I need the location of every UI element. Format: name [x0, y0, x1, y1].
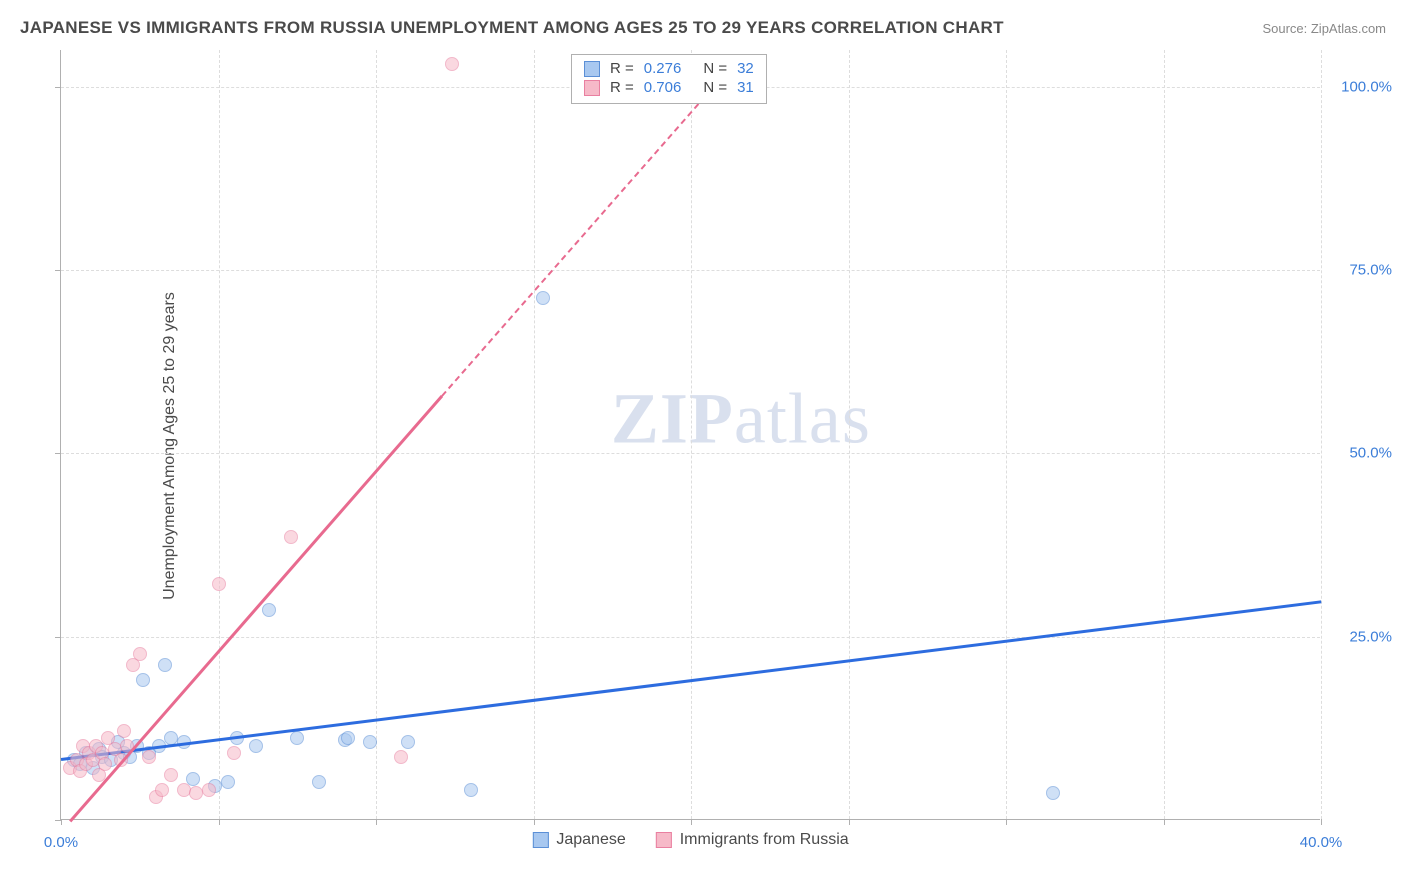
scatter-point [464, 783, 478, 797]
legend-swatch [584, 80, 600, 96]
scatter-point [158, 658, 172, 672]
scatter-point [394, 750, 408, 764]
scatter-point [155, 783, 169, 797]
legend-series-item: Immigrants from Russia [656, 831, 849, 849]
scatter-point [1046, 786, 1060, 800]
chart-source: Source: ZipAtlas.com [1262, 21, 1386, 36]
gridline-v [1321, 50, 1322, 819]
gridline-v [219, 50, 220, 819]
legend-row: R = 0.276 N = 32 [584, 59, 754, 78]
y-tick [55, 87, 61, 88]
scatter-point [249, 739, 263, 753]
legend-swatch [532, 832, 548, 848]
scatter-point [284, 530, 298, 544]
scatter-point [227, 746, 241, 760]
legend-n-label: N = [703, 60, 727, 77]
y-tick [55, 637, 61, 638]
scatter-point [401, 735, 415, 749]
scatter-point [98, 757, 112, 771]
x-tick [376, 819, 377, 825]
x-tick [1006, 819, 1007, 825]
x-tick [1321, 819, 1322, 825]
y-tick-label: 25.0% [1332, 628, 1392, 645]
legend-r-value: 0.276 [644, 60, 682, 77]
legend-r-label: R = [610, 60, 634, 77]
legend-n-value: 31 [737, 79, 754, 96]
scatter-point [536, 291, 550, 305]
legend-swatch [584, 61, 600, 77]
legend-row: R = 0.706 N = 31 [584, 78, 754, 97]
watermark-zip: ZIP [611, 379, 734, 459]
scatter-point [363, 735, 377, 749]
legend-n-value: 32 [737, 60, 754, 77]
scatter-point [136, 673, 150, 687]
legend-n-label: N = [703, 79, 727, 96]
x-tick-label: 0.0% [44, 834, 78, 851]
y-tick-label: 100.0% [1332, 78, 1392, 95]
scatter-point [290, 731, 304, 745]
gridline-v [1164, 50, 1165, 819]
legend-r-label: R = [610, 79, 634, 96]
legend-series-item: Japanese [532, 831, 625, 849]
watermark: ZIPatlas [611, 378, 871, 461]
scatter-point [202, 783, 216, 797]
scatter-point [212, 577, 226, 591]
x-tick [61, 819, 62, 825]
y-tick-label: 50.0% [1332, 445, 1392, 462]
gridline-v [534, 50, 535, 819]
legend-r-value: 0.706 [644, 79, 682, 96]
y-tick [55, 270, 61, 271]
x-tick [691, 819, 692, 825]
chart-title: JAPANESE VS IMMIGRANTS FROM RUSSIA UNEMP… [20, 18, 1004, 38]
gridline-v [849, 50, 850, 819]
x-tick [534, 819, 535, 825]
scatter-point [117, 724, 131, 738]
trend-line [441, 65, 732, 396]
chart-header: JAPANESE VS IMMIGRANTS FROM RUSSIA UNEMP… [20, 18, 1386, 38]
legend-series-label: Immigrants from Russia [680, 831, 849, 849]
y-tick-label: 75.0% [1332, 262, 1392, 279]
gridline-v [376, 50, 377, 819]
scatter-point [341, 731, 355, 745]
scatter-point [221, 775, 235, 789]
scatter-point [445, 57, 459, 71]
gridline-v [1006, 50, 1007, 819]
scatter-point [164, 768, 178, 782]
trend-line [69, 395, 443, 822]
x-tick-label: 40.0% [1300, 834, 1343, 851]
gridline-v [691, 50, 692, 819]
y-tick [55, 453, 61, 454]
x-tick [1164, 819, 1165, 825]
scatter-point [142, 750, 156, 764]
legend-series-label: Japanese [556, 831, 625, 849]
watermark-atlas: atlas [734, 379, 871, 459]
x-tick [219, 819, 220, 825]
scatter-point [312, 775, 326, 789]
scatter-point [262, 603, 276, 617]
legend-series: Japanese Immigrants from Russia [532, 831, 848, 849]
scatter-point [133, 647, 147, 661]
plot-area: ZIPatlas 25.0%50.0%75.0%100.0%0.0%40.0%R… [60, 50, 1320, 820]
legend-correlation-box: R = 0.276 N = 32 R = 0.706 N = 31 [571, 54, 767, 104]
legend-swatch [656, 832, 672, 848]
x-tick [849, 819, 850, 825]
